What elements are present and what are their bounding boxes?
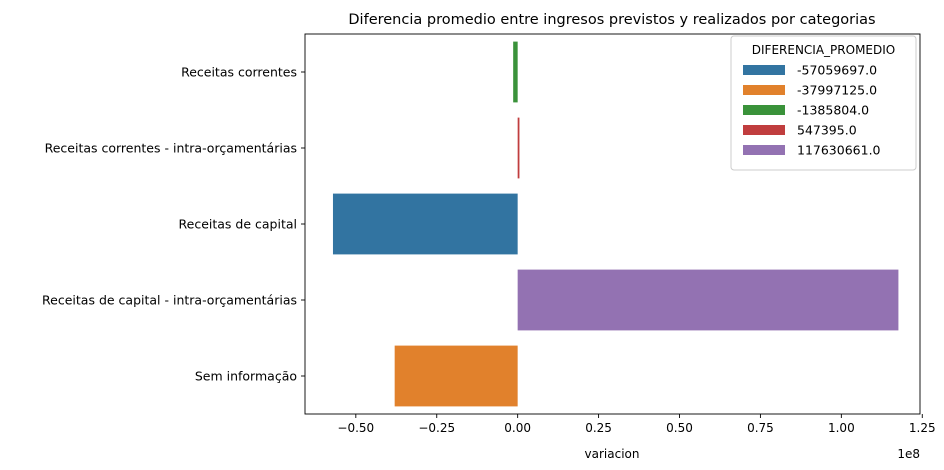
legend-entry-label: -1385804.0 [797, 103, 869, 118]
bar-1 [513, 41, 518, 103]
y-tick-label: Receitas de capital [179, 217, 297, 232]
y-tick-label: Receitas correntes [181, 65, 297, 80]
legend: DIFERENCIA_PROMEDIO -57059697.0 -37997125.… [730, 35, 917, 171]
x-scale-label: 1e8 [897, 447, 920, 461]
x-tick-label: 0.75 [747, 421, 774, 435]
legend-swatch [743, 85, 785, 95]
x-tick-label: −0.50 [337, 421, 374, 435]
legend-entry-label: -57059697.0 [797, 63, 877, 78]
y-tick-label: Receitas de capital - intra-orçamentária… [42, 293, 297, 308]
bar-3 [332, 193, 518, 255]
legend-entry-label: 547395.0 [797, 123, 857, 138]
x-tick-label: 0.25 [585, 421, 612, 435]
x-tick-label: 1.25 [909, 421, 936, 435]
bars-group [332, 41, 899, 407]
bar-4 [517, 269, 899, 331]
x-tick-label: −0.25 [418, 421, 455, 435]
bar-2 [517, 117, 520, 179]
legend-title: DIFERENCIA_PROMEDIO [752, 43, 895, 57]
x-tick-label: 1.00 [828, 421, 855, 435]
x-tick-label: 0.50 [666, 421, 693, 435]
legend-swatch [743, 145, 785, 155]
chart-title: Diferencia promedio entre ingresos previ… [348, 12, 875, 28]
plot-area-frame [304, 33, 921, 415]
y-tick-label: Sem informação [195, 369, 297, 384]
x-axis-label: variacion [585, 447, 640, 461]
x-tick-label: 0.00 [504, 421, 531, 435]
legend-entry-label: -37997125.0 [797, 83, 877, 98]
bar-5 [394, 345, 518, 407]
y-tick-label: Receitas correntes - intra-orçamentárias [45, 141, 297, 156]
legend-swatch [743, 125, 785, 135]
y-tick-labels: Receitas correntes Receitas correntes - i… [42, 65, 305, 384]
legend-entry-label: 117630661.0 [797, 143, 881, 158]
x-ticks: −0.50 −0.25 0.00 0.25 0.50 0.75 1.00 1.25 [337, 414, 936, 435]
legend-swatch [743, 105, 785, 115]
legend-swatch [743, 65, 785, 75]
